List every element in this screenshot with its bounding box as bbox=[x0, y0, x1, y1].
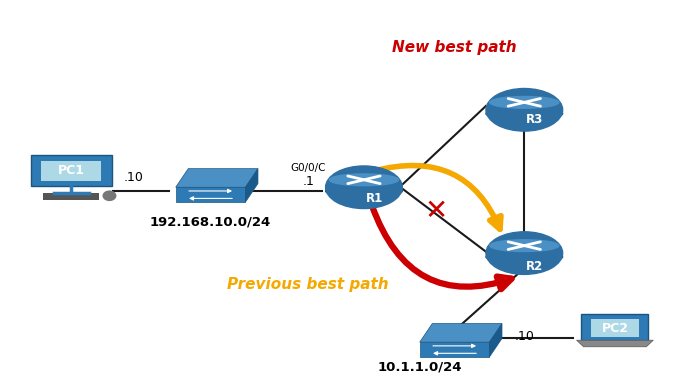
Circle shape bbox=[486, 232, 563, 275]
Text: PC2: PC2 bbox=[601, 322, 629, 335]
Ellipse shape bbox=[103, 191, 116, 200]
Text: 10.1.1.0/24: 10.1.1.0/24 bbox=[377, 361, 462, 374]
Text: .10: .10 bbox=[124, 171, 144, 184]
Polygon shape bbox=[420, 324, 502, 342]
Text: PC1: PC1 bbox=[57, 165, 85, 177]
Text: ✕: ✕ bbox=[424, 197, 448, 225]
Ellipse shape bbox=[490, 96, 559, 108]
Text: New best path: New best path bbox=[392, 40, 517, 55]
Ellipse shape bbox=[486, 251, 563, 263]
Text: .10: .10 bbox=[514, 330, 534, 343]
Ellipse shape bbox=[330, 174, 398, 186]
FancyBboxPatch shape bbox=[582, 314, 648, 341]
Text: R2: R2 bbox=[526, 260, 543, 273]
Polygon shape bbox=[420, 342, 489, 357]
Ellipse shape bbox=[326, 185, 402, 197]
FancyBboxPatch shape bbox=[43, 193, 99, 200]
Text: .1: .1 bbox=[302, 175, 314, 188]
Ellipse shape bbox=[486, 108, 563, 119]
Polygon shape bbox=[176, 187, 246, 202]
Circle shape bbox=[486, 89, 563, 131]
Text: Previous best path: Previous best path bbox=[228, 277, 389, 292]
FancyBboxPatch shape bbox=[591, 319, 639, 337]
Polygon shape bbox=[489, 324, 502, 357]
FancyBboxPatch shape bbox=[31, 155, 111, 186]
Polygon shape bbox=[577, 340, 653, 347]
Text: R1: R1 bbox=[366, 192, 383, 206]
Polygon shape bbox=[246, 168, 258, 202]
Text: 192.168.10.0/24: 192.168.10.0/24 bbox=[150, 216, 271, 229]
Text: G0/0/C: G0/0/C bbox=[290, 163, 326, 173]
Text: R3: R3 bbox=[526, 113, 543, 126]
Polygon shape bbox=[176, 168, 258, 187]
Ellipse shape bbox=[490, 240, 559, 252]
Circle shape bbox=[326, 166, 402, 209]
FancyBboxPatch shape bbox=[41, 161, 101, 181]
